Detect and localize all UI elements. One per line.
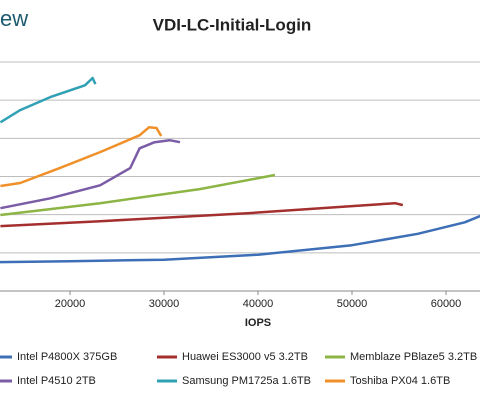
series-line [0, 201, 404, 228]
watermark: ew [0, 6, 28, 31]
legend-label: Intel P4510 2TB [17, 375, 96, 387]
series-line [0, 76, 97, 124]
series-line [0, 138, 181, 210]
x-axis-label: IOPS [245, 317, 271, 329]
x-tick-label: 40000 [243, 298, 274, 310]
plot-area [0, 76, 480, 264]
legend-label: Huawei ES3000 v5 3.2TB [182, 351, 308, 363]
legend: Intel P4800X 375GB Huawei ES3000 v5 3.2TB… [0, 351, 477, 387]
chart-title: VDI-LC-Initial-Login [153, 15, 312, 34]
x-tick-label: 50000 [337, 298, 368, 310]
series-line [0, 214, 480, 264]
grid: 20000 30000 40000 50000 60000 [0, 61, 480, 310]
legend-label: Toshiba PX04 1.6TB [350, 375, 450, 387]
legend-label: Memblaze PBlaze5 3.2TB [350, 351, 477, 363]
x-tick-label: 20000 [55, 298, 86, 310]
series-line [0, 126, 163, 188]
legend-label: Intel P4800X 375GB [17, 351, 117, 363]
x-tick-label: 60000 [431, 298, 462, 310]
legend-label: Samsung PM1725a 1.6TB [182, 375, 311, 387]
x-tick-label: 30000 [149, 298, 180, 310]
series-line [0, 173, 276, 217]
